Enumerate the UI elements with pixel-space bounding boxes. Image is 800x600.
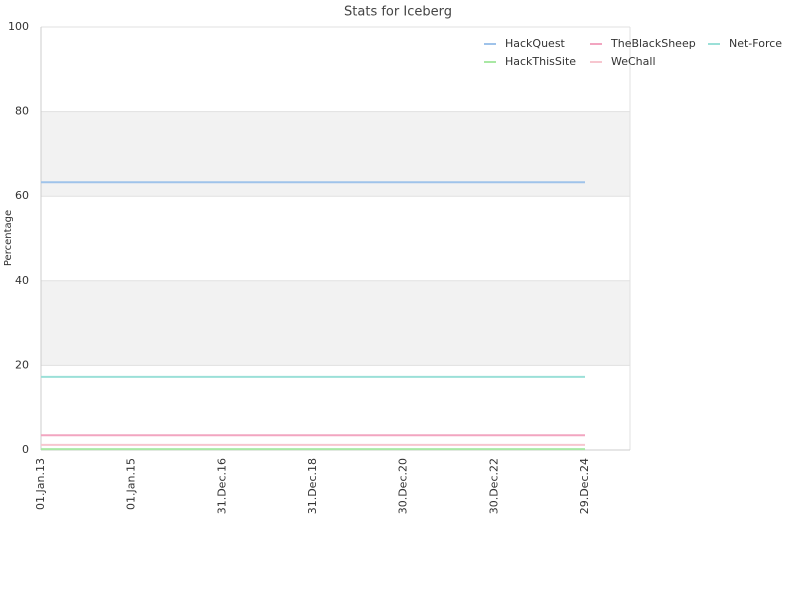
x-tick-label: 01.Jan.13 xyxy=(34,458,47,510)
y-tick-label: 100 xyxy=(8,20,29,33)
y-axis-label: Percentage xyxy=(3,210,14,266)
plot-band xyxy=(41,280,630,366)
y-tick-label: 60 xyxy=(15,189,29,202)
y-tick-label: 0 xyxy=(22,443,29,456)
y-tick-label: 40 xyxy=(15,274,29,287)
legend-label: WeChall xyxy=(611,55,656,68)
x-tick-label: 29.Dec.24 xyxy=(578,458,591,514)
x-tick-label: 01.Jan.15 xyxy=(125,458,138,510)
x-tick-label: 31.Dec.16 xyxy=(215,458,228,514)
y-tick-label: 20 xyxy=(15,358,29,371)
legend-label: Net-Force xyxy=(729,37,782,50)
x-tick-label: 31.Dec.18 xyxy=(306,458,319,514)
legend-label: HackQuest xyxy=(505,37,566,50)
chart-title: Stats for Iceberg xyxy=(344,5,452,20)
legend-label: TheBlackSheep xyxy=(610,37,696,50)
x-tick-label: 30.Dec.20 xyxy=(397,458,410,514)
legend-label: HackThisSite xyxy=(505,55,576,68)
plot-band xyxy=(41,111,630,197)
y-tick-label: 80 xyxy=(15,105,29,118)
x-tick-label: 30.Dec.22 xyxy=(487,458,500,514)
